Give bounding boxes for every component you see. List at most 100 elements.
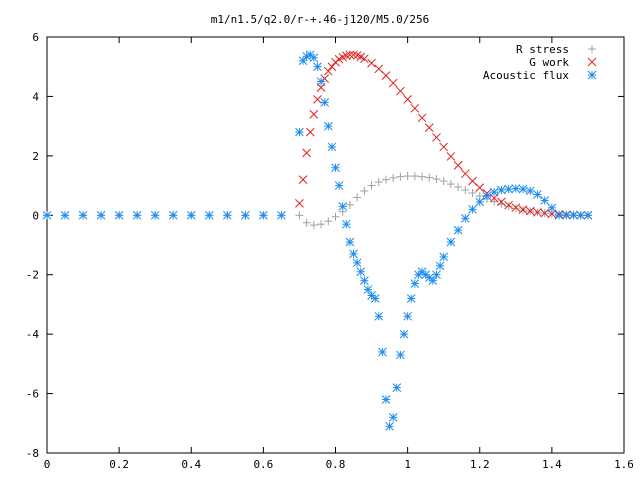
data-point xyxy=(295,199,304,208)
data-point xyxy=(186,210,196,220)
data-point xyxy=(461,186,470,195)
data-point xyxy=(313,95,322,104)
series-2 xyxy=(42,50,593,431)
data-point xyxy=(435,261,445,271)
data-point xyxy=(316,77,326,86)
data-point xyxy=(396,350,405,360)
data-point xyxy=(504,200,513,210)
data-point xyxy=(324,217,333,226)
data-point xyxy=(418,172,427,181)
data-point xyxy=(302,148,312,158)
legend-label: R stress xyxy=(516,43,569,56)
data-point xyxy=(317,220,326,229)
data-point xyxy=(475,197,485,207)
data-point xyxy=(583,210,593,220)
x-tick-label: 0.8 xyxy=(326,458,346,471)
data-point xyxy=(424,123,434,132)
data-point xyxy=(277,210,286,220)
data-point xyxy=(453,161,463,170)
data-point xyxy=(313,62,322,72)
axis-ticks: 0 0.2 0.4 0.6 0.8 1 1.2 1.4 1.6 -8 -6 -4 -2 0 2 4 6 xyxy=(26,31,634,471)
data-point xyxy=(439,252,449,262)
data-point xyxy=(511,203,521,212)
y-tick-label: -4 xyxy=(26,328,40,341)
data-point xyxy=(374,311,384,321)
data-point xyxy=(454,183,463,192)
data-point xyxy=(518,184,528,194)
data-point xyxy=(349,50,358,60)
data-point xyxy=(114,210,124,220)
data-point xyxy=(359,54,369,64)
y-tick-label: -8 xyxy=(26,447,39,460)
data-point xyxy=(338,202,348,211)
data-point xyxy=(323,66,333,76)
data-point xyxy=(432,133,441,142)
data-point xyxy=(327,142,337,152)
data-point xyxy=(96,210,106,220)
y-tick-label: 0 xyxy=(32,209,39,222)
data-point xyxy=(360,186,369,195)
data-point xyxy=(353,193,362,202)
data-point xyxy=(561,210,571,220)
data-point xyxy=(367,181,376,190)
data-point xyxy=(341,51,351,61)
data-point xyxy=(320,98,330,107)
legend-marker xyxy=(587,57,597,67)
data-point xyxy=(298,56,308,66)
data-point xyxy=(204,210,214,220)
data-point xyxy=(352,258,362,268)
data-point xyxy=(302,218,311,227)
x-tick-label: 0 xyxy=(44,458,51,471)
data-point xyxy=(150,210,160,220)
data-point xyxy=(460,213,470,223)
data-point xyxy=(540,196,550,205)
data-point xyxy=(349,249,358,259)
data-point xyxy=(370,294,380,303)
data-point xyxy=(331,212,340,221)
data-point xyxy=(359,276,369,286)
data-point xyxy=(432,270,441,280)
x-tick-label: 1.2 xyxy=(470,458,490,471)
y-tick-label: 6 xyxy=(32,31,39,44)
data-point xyxy=(168,210,178,220)
data-point xyxy=(540,208,550,218)
x-tick-label: 1.4 xyxy=(542,458,562,471)
data-point xyxy=(42,210,52,220)
data-point xyxy=(222,210,232,220)
data-point xyxy=(396,86,405,96)
data-point xyxy=(309,53,319,63)
legend-marker xyxy=(588,45,596,53)
data-point xyxy=(381,395,391,404)
data-point xyxy=(525,206,535,216)
data-point xyxy=(388,412,398,422)
data-point xyxy=(554,210,564,220)
data-point xyxy=(378,347,387,357)
data-point xyxy=(518,205,528,214)
data-point xyxy=(345,237,355,247)
data-point xyxy=(259,210,268,220)
data-point xyxy=(298,175,308,184)
series-0 xyxy=(43,172,592,230)
data-point xyxy=(533,207,542,217)
data-point xyxy=(323,121,333,131)
data-point xyxy=(475,183,485,193)
data-point xyxy=(446,180,455,189)
data-point xyxy=(327,62,337,72)
data-point xyxy=(489,187,499,197)
data-point xyxy=(403,95,412,104)
data-point xyxy=(410,103,420,113)
data-point xyxy=(460,169,470,179)
data-point xyxy=(334,181,344,190)
data-point xyxy=(374,178,383,187)
data-point xyxy=(432,175,441,184)
data-point xyxy=(425,173,434,182)
data-point xyxy=(406,294,416,303)
data-point xyxy=(504,184,513,194)
data-point xyxy=(497,197,506,207)
data-point xyxy=(240,210,250,220)
data-point xyxy=(446,152,456,161)
data-point xyxy=(482,191,492,201)
data-point xyxy=(403,172,412,181)
